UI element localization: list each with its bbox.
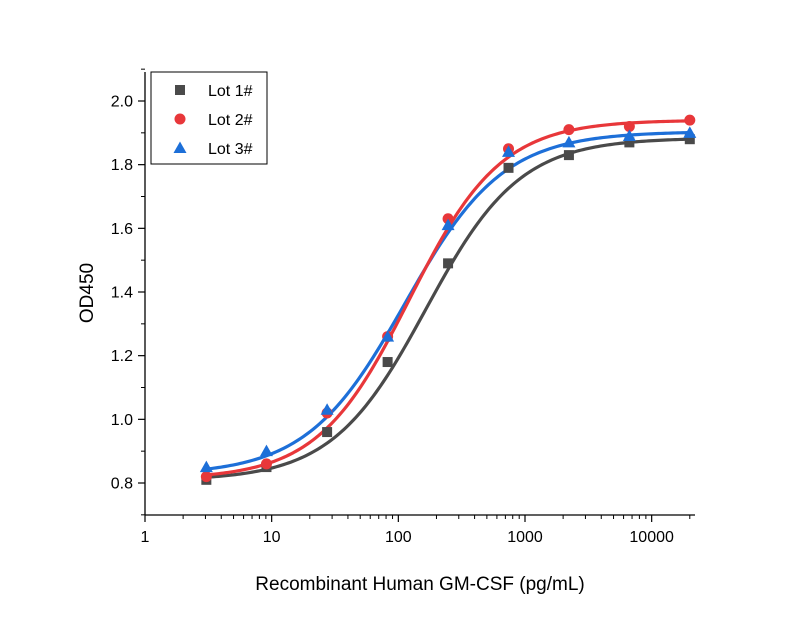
legend: Lot 1# Lot 2# Lot 3# — [150, 71, 268, 165]
fit-curve-1 — [206, 137, 690, 479]
data-point-lot-1 — [322, 427, 333, 438]
x-tick-label: 1000 — [507, 529, 543, 546]
data-point-lot-2 — [563, 124, 575, 136]
legend-marker-2 — [174, 113, 186, 125]
data-point-lot-1 — [443, 258, 454, 269]
y-tick-label: 2.0 — [111, 94, 133, 111]
y-tick-label: 0.8 — [111, 476, 133, 493]
y-tick-label: 1.8 — [111, 157, 133, 174]
data-point-lot-3 — [381, 330, 395, 342]
x-axis-title: Recombinant Human GM-CSF (pg/mL) — [255, 574, 584, 595]
data-point-lot-3 — [259, 444, 273, 457]
data-point-lot-3 — [562, 135, 576, 148]
data-point-lot-1 — [624, 137, 635, 148]
legend-marker-1 — [175, 85, 185, 95]
fit-curve-2 — [206, 119, 690, 477]
data-point-lot-2 — [200, 471, 212, 483]
data-point-lot-1 — [684, 134, 695, 145]
data-point-lot-2 — [684, 114, 696, 126]
y-axis-title: OD450 — [77, 263, 98, 323]
data-point-lot-1 — [503, 162, 514, 173]
x-tick-label: 10000 — [629, 529, 674, 546]
fit-curve-3 — [206, 131, 690, 471]
y-tick-label: 1.2 — [111, 348, 133, 365]
data-points — [199, 114, 697, 485]
legend-label-2: Lot 2# — [208, 112, 253, 129]
legend-marker-3 — [173, 141, 187, 153]
y-ticks: 0.8 1.0 1.2 1.4 1.6 1.8 2.0 — [111, 68, 145, 516]
legend-label-1: Lot 1# — [208, 83, 253, 100]
y-tick-label: 1.6 — [111, 221, 133, 238]
data-point-lot-1 — [382, 357, 393, 368]
data-point-lot-3 — [199, 460, 213, 473]
legend-box — [150, 71, 268, 165]
data-point-lot-3 — [502, 145, 516, 157]
x-tick-label: 10 — [263, 529, 281, 546]
legend-label-3: Lot 3# — [208, 141, 253, 158]
data-point-lot-3 — [622, 129, 636, 142]
y-tick-label: 1.4 — [111, 285, 133, 302]
x-tick-label: 100 — [385, 529, 412, 546]
data-point-lot-2 — [623, 120, 635, 132]
y-tick-label: 1.0 — [111, 412, 133, 429]
data-point-lot-3 — [683, 126, 697, 138]
data-point-lot-2 — [260, 458, 272, 470]
data-point-lot-1 — [563, 150, 574, 161]
x-ticks: 1 10 100 1000 10000 — [141, 515, 691, 546]
x-tick-label: 1 — [141, 529, 150, 546]
fit-curves — [206, 119, 690, 479]
axes — [144, 72, 695, 516]
data-point-lot-3 — [441, 218, 455, 231]
data-point-lot-3 — [320, 403, 334, 415]
